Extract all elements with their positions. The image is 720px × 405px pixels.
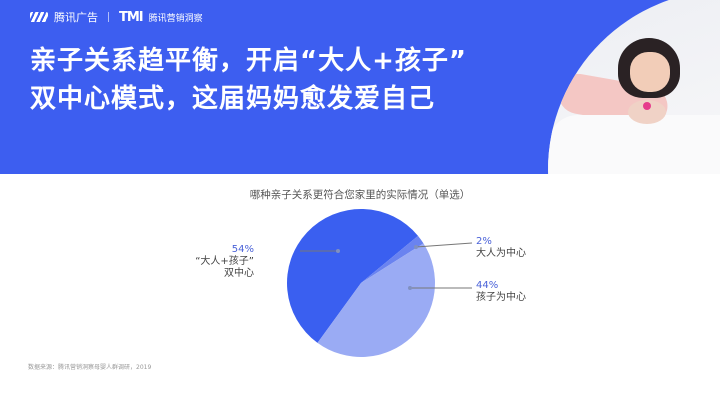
source-note: 数据来源：腾讯营销洞察母婴人群调研，2019 <box>28 364 152 371</box>
photo-pacifier <box>643 102 651 110</box>
photo-face <box>630 52 670 92</box>
leader-dot <box>336 249 340 253</box>
category-label: 孩子为中心 <box>476 292 526 303</box>
chart-title: 哪种亲子关系更符合您家里的实际情况（单选） <box>249 189 471 201</box>
brand-logo-text: 腾讯广告 <box>54 11 98 24</box>
leader-line <box>415 242 473 248</box>
photo-blanket <box>548 115 720 174</box>
header-banner: 腾讯广告 TMI 腾讯营销洞察 亲子关系趋平衡，开启“大人+孩子” 双中心模式，… <box>0 0 720 174</box>
category-label: “大人+孩子” <box>195 256 254 267</box>
label-child-center: 44% 孩子为中心 <box>476 280 526 304</box>
label-adult-center: 2% 大人为中心 <box>476 236 526 260</box>
pie-slice <box>287 208 419 343</box>
category-label: 大人为中心 <box>476 248 526 259</box>
value-label: 44% <box>476 280 499 291</box>
partner-name: 腾讯营销洞察 <box>148 13 203 24</box>
leader-dot <box>408 286 412 290</box>
title-line-1: 亲子关系趋平衡，开启“大人+孩子” <box>30 46 467 76</box>
logo-divider <box>108 12 109 22</box>
value-label: 54% <box>231 244 254 255</box>
page-title: 亲子关系趋平衡，开启“大人+孩子” 双中心模式，这届妈妈愈发爱自己 <box>30 42 467 118</box>
label-both-center: 54% “大人+孩子” 双中心 <box>195 244 254 280</box>
tmi-logo: TMI <box>119 9 144 25</box>
pie-slice <box>361 235 424 283</box>
logo-bar: 腾讯广告 TMI 腾讯营销洞察 <box>30 9 203 25</box>
value-label: 2% <box>476 236 492 247</box>
category-label: 双中心 <box>224 268 254 279</box>
tencent-ads-logo-icon <box>30 12 48 22</box>
pie-slice <box>317 243 435 357</box>
leader-dot <box>414 245 418 249</box>
title-line-2: 双中心模式，这届妈妈愈发爱自己 <box>30 84 436 114</box>
